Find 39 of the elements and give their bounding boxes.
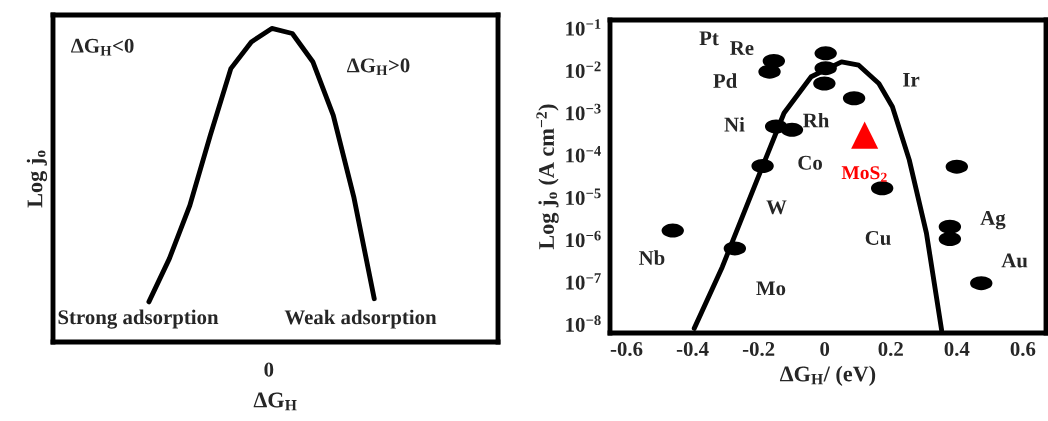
annotation: Pd xyxy=(713,73,738,88)
y-tick-label: 10$^{−3}$ xyxy=(566,103,601,121)
x-tick-label: 0.4 xyxy=(944,341,970,357)
annotation: Ag xyxy=(980,210,1006,230)
annotation: Pt xyxy=(699,31,719,46)
x-axis-title: ΔG$_{H}$ xyxy=(253,392,297,411)
point xyxy=(851,121,879,149)
annotation: ΔG$_{H}$>0 xyxy=(346,58,410,76)
annotation: Strong adsorption xyxy=(58,309,219,329)
x-tick-label: -0.6 xyxy=(610,341,643,357)
text: 0 xyxy=(264,362,274,377)
annotation: Cu xyxy=(865,230,891,245)
y-tick-label: 10$^{−8}$ xyxy=(566,315,601,332)
x-tick-label: 0.6 xyxy=(1010,341,1036,357)
x-tick-label: 0 xyxy=(820,341,830,356)
y-tick-label: 10$^{−4}$ xyxy=(566,146,601,163)
text: ΔG$_{H}$<0 xyxy=(71,38,134,56)
y-tick-label: 10$^{−2}$ xyxy=(566,61,601,79)
annotation: Mo xyxy=(756,281,786,296)
x-tick-label: -0.2 xyxy=(742,341,775,357)
y-axis-title: Log j$_{o}$ (A cm$^{−2}$) xyxy=(536,104,559,250)
annotation: W xyxy=(766,200,787,215)
annotation: Weak adsorption xyxy=(284,309,437,329)
x-axis-title: ΔG$_{H}$/ (eV) xyxy=(779,365,876,386)
annotation: Rh xyxy=(803,112,830,128)
annotation: Nb xyxy=(639,250,665,265)
y-axis-title: Log j$_{o}$ xyxy=(26,150,48,208)
y-tick-label: 10$^{−5}$ xyxy=(566,188,601,206)
x-tick-label: 0.2 xyxy=(878,341,903,357)
annotation: Ni xyxy=(724,117,745,132)
y-tick-label: 10$^{−6}$ xyxy=(566,230,601,248)
x-tick-label: -0.4 xyxy=(676,341,709,357)
y-tick-label: 10$^{−7}$ xyxy=(566,273,601,290)
annotation: Au xyxy=(1001,253,1028,268)
annotation: Co xyxy=(798,155,822,170)
annotation: Re xyxy=(730,41,754,56)
y-tick-label: 10$^{−1}$ xyxy=(566,19,601,36)
series-label: MoS$_{2}$ xyxy=(841,166,887,182)
annotation: Ir xyxy=(903,72,920,87)
